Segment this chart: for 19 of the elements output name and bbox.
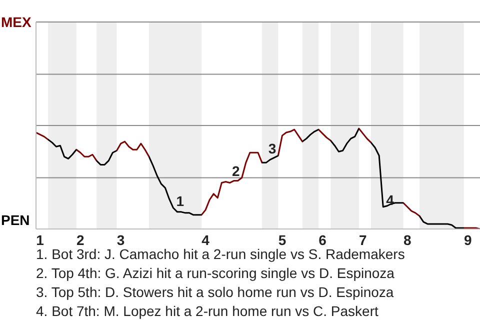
text: 3. Top 5th: D. Stowers hit a solo home run vs D. Espinoza	[36, 283, 395, 302]
x-tick-label: 4	[202, 232, 210, 248]
text: PEN	[1, 212, 30, 228]
text: MEX	[1, 14, 32, 30]
annotation: 2	[232, 162, 240, 179]
text: 1. Bot 3rd: J. Camacho hit a 2-run single vs S. Rademakers	[36, 246, 405, 264]
x-tick-label: 2	[76, 232, 84, 248]
x-tick-label: 8	[403, 232, 412, 248]
x-tick-label: 3	[116, 232, 125, 248]
x-tick-label: 1	[36, 232, 44, 248]
x-tick-label: 6	[318, 232, 327, 248]
annotation: 3	[268, 140, 276, 157]
annotation: 4	[386, 192, 394, 208]
x-tick-label: 5	[278, 232, 286, 248]
annotation: 1	[176, 192, 184, 209]
x-tick-label: 9	[464, 232, 472, 248]
text: 2. Top 4th: G. Azizi hit a run-scoring single vs D. Espinoza	[36, 264, 396, 283]
x-tick-label: 7	[359, 232, 368, 248]
text: 4. Bot 7th: M. Lopez hit a 2-run home run vs C. Paskert	[36, 302, 380, 320]
